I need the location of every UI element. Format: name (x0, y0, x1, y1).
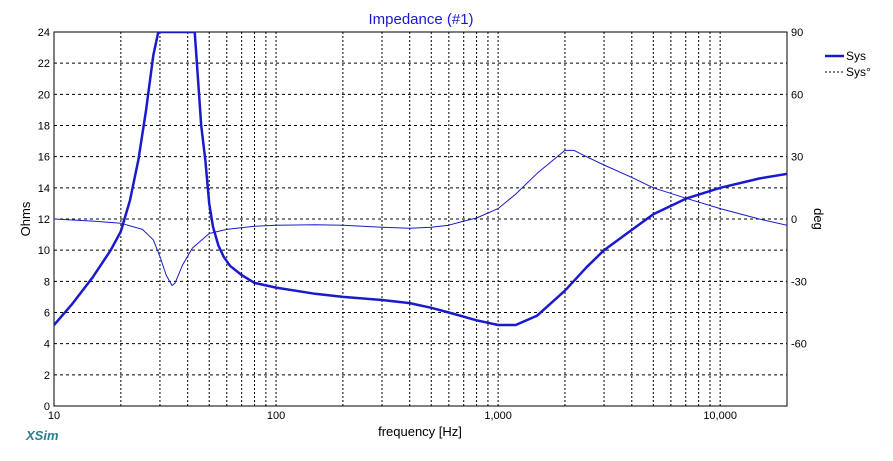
y-tick-label: 6 (44, 308, 50, 320)
x-tick-label: 1,000 (484, 410, 512, 422)
x-tick-label: 100 (267, 410, 285, 422)
grid-lines (54, 32, 787, 406)
y-tick-label: 20 (38, 89, 50, 101)
legend-label-sys: Sys (846, 49, 866, 63)
y2-tick-label: -30 (791, 276, 807, 288)
legend: Sys Sys° (825, 49, 871, 79)
series-lines (54, 32, 787, 327)
y-tick-label: 24 (38, 27, 50, 39)
chart-title: Impedance (#1) (368, 11, 473, 28)
series-line-sys (54, 32, 787, 327)
y-tick-label: 4 (44, 339, 50, 351)
legend-label-sys-phase: Sys° (846, 65, 871, 79)
y2-tick-label: 0 (791, 214, 797, 226)
y-tick-label: 2 (44, 370, 50, 382)
y2-tick-label: -60 (791, 339, 807, 351)
y-tick-label: 8 (44, 276, 50, 288)
y2-tick-label: 30 (791, 152, 803, 164)
y-tick-label: 10 (38, 245, 50, 257)
y-tick-label: 22 (38, 58, 50, 70)
y-axis-label: Ohms (18, 201, 33, 236)
x-tick-label: 10 (48, 410, 60, 422)
y-tick-label: 12 (38, 214, 50, 226)
xsim-logo: XSim (25, 428, 59, 443)
y-tick-label: 16 (38, 152, 50, 164)
y2-tick-label: 90 (791, 27, 803, 39)
y-tick-label: 0 (44, 401, 50, 413)
y-tick-label: 14 (38, 183, 50, 195)
y2-axis-label: deg (811, 208, 826, 230)
series-line-sys-phase (54, 149, 787, 286)
x-tick-label: 10,000 (703, 410, 737, 422)
y2-tick-label: 60 (791, 89, 803, 101)
y-tick-label: 18 (38, 121, 50, 133)
x-axis-label: frequency [Hz] (378, 424, 462, 439)
